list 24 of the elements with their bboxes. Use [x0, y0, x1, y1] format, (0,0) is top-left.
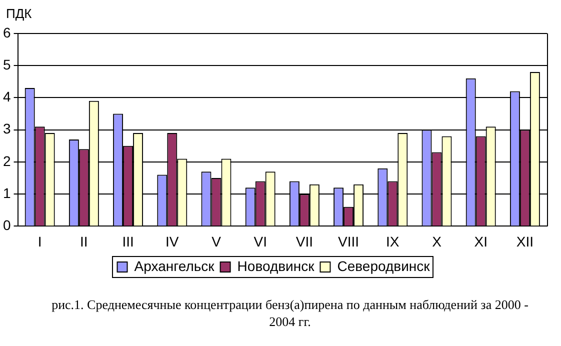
text: рис.1. Среднемесячные концентрации бенз(а)пирена по данным наблюдений за 2000 - 2004 гг.	[50, 296, 530, 330]
x-tick-label: II	[80, 233, 88, 250]
y-tick-label: 0	[2, 217, 11, 234]
x-tick-label: X	[432, 233, 442, 250]
y-axis-title: ПДК	[6, 6, 32, 21]
x-tick-label: VII	[296, 233, 314, 250]
y-tick-label: 4	[2, 88, 11, 105]
x-tick-label: XI	[474, 233, 488, 250]
legend-label: Архангельск	[134, 258, 216, 274]
legend-label: Новодвинск	[237, 258, 316, 274]
x-tick-label: III	[122, 233, 134, 250]
y-tick-label: 6	[2, 24, 11, 40]
x-tick-label: VI	[254, 233, 267, 250]
x-tick-label: IX	[386, 233, 400, 250]
y-tick-label: 1	[2, 184, 11, 201]
x-tick-label: VIII	[338, 233, 360, 250]
legend-label: Северодвинск	[337, 258, 431, 274]
x-tick-label: I	[38, 233, 42, 250]
y-tick-label: 3	[2, 120, 11, 137]
x-tick-label: XII	[516, 233, 534, 250]
x-tick-label: V	[212, 233, 222, 250]
y-tick-label: 2	[2, 152, 11, 169]
y-tick-label: 5	[2, 56, 11, 72]
x-tick-label: IV	[166, 233, 180, 250]
